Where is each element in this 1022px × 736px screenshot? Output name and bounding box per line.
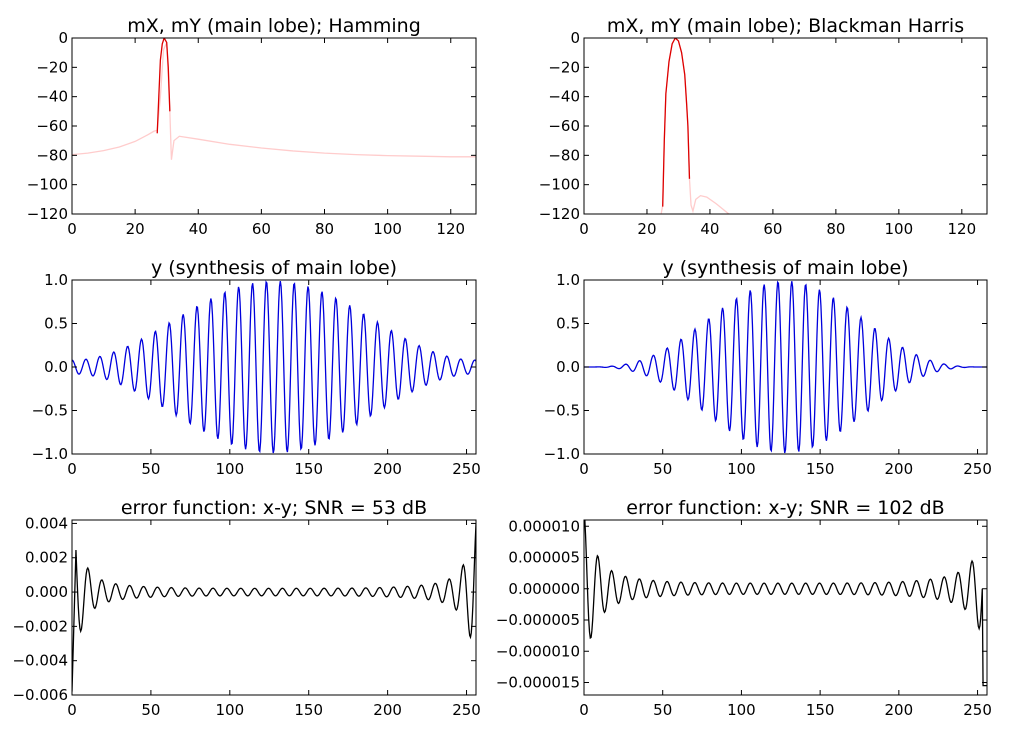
x-tick-label: 50 bbox=[653, 701, 672, 719]
x-tick-label: 80 bbox=[826, 220, 845, 238]
x-tick-label: 200 bbox=[373, 701, 402, 719]
y-tick-label: 0 bbox=[58, 29, 68, 47]
x-tick-label: 120 bbox=[947, 220, 976, 238]
chart-title: mX, mY (main lobe); Hamming bbox=[127, 15, 421, 37]
y-tick-label: −100 bbox=[27, 176, 68, 194]
x-tick-label: 60 bbox=[763, 220, 782, 238]
y-tick-label: −0.000005 bbox=[496, 611, 580, 629]
series-line-1 bbox=[584, 280, 987, 454]
x-tick-label: 100 bbox=[215, 701, 244, 719]
series-line-1 bbox=[72, 523, 476, 692]
series-line-1 bbox=[72, 280, 476, 454]
x-tick-label: 250 bbox=[963, 460, 992, 478]
plot-frame bbox=[583, 37, 988, 215]
chart-title: y (synthesis of main lobe) bbox=[151, 257, 397, 279]
x-tick-label: 60 bbox=[252, 220, 271, 238]
y-tick-label: −60 bbox=[548, 117, 580, 135]
x-tick-label: 200 bbox=[885, 701, 914, 719]
y-tick-label: −1.0 bbox=[32, 445, 68, 463]
chart-6: 0 50 100 150 200 250 0.000010 0.000005 0.000000 −… bbox=[496, 497, 992, 719]
x-tick-label: 20 bbox=[126, 220, 145, 238]
series-line-1 bbox=[72, 42, 476, 160]
chart-2: 0 20 40 60 80 100 120 0 −20 −40 −60 −80 −100 −120 mX, … bbox=[539, 15, 988, 238]
x-tick-label: 150 bbox=[294, 460, 323, 478]
y-tick-label: −0.000010 bbox=[496, 642, 580, 660]
x-tick-label: 150 bbox=[294, 701, 323, 719]
y-tick-label: −60 bbox=[36, 117, 68, 135]
series-line-1 bbox=[660, 38, 730, 214]
y-tick-label: −0.004 bbox=[12, 652, 68, 670]
y-tick-label: 0.002 bbox=[25, 549, 68, 567]
y-tick-label: 0.000010 bbox=[508, 517, 580, 535]
y-tick-label: 1.0 bbox=[44, 271, 68, 289]
y-tick-label: 0.000 bbox=[25, 583, 68, 601]
x-tick-label: 0 bbox=[67, 460, 77, 478]
y-tick-label: −0.5 bbox=[32, 402, 68, 420]
y-tick-label: −80 bbox=[36, 146, 68, 164]
plot-frame bbox=[583, 519, 988, 696]
y-tick-label: −120 bbox=[27, 205, 68, 223]
chart-title: y (synthesis of main lobe) bbox=[662, 257, 908, 279]
x-tick-label: 50 bbox=[141, 460, 160, 478]
y-tick-label: −1.0 bbox=[544, 445, 580, 463]
x-tick-label: 50 bbox=[653, 460, 672, 478]
x-tick-label: 0 bbox=[67, 220, 77, 238]
x-tick-label: 100 bbox=[373, 220, 402, 238]
chart-title: mX, mY (main lobe); Blackman Harris bbox=[607, 15, 964, 37]
y-tick-label: −80 bbox=[548, 146, 580, 164]
y-tick-label: 0.0 bbox=[556, 358, 580, 376]
chart-3: 0 50 100 150 200 250 1.0 0.5 0.0 −0.5 −1.0 y (synth… bbox=[32, 257, 481, 478]
chart-5: 0 50 100 150 200 250 0.004 0.002 0.000 −0.002 −0.0… bbox=[12, 497, 480, 719]
x-tick-label: 100 bbox=[727, 460, 756, 478]
y-tick-label: 0.5 bbox=[556, 315, 580, 333]
y-tick-label: −120 bbox=[539, 205, 580, 223]
plot-frame bbox=[71, 519, 477, 696]
y-tick-label: −0.000015 bbox=[496, 674, 580, 692]
y-tick-label: −20 bbox=[548, 58, 580, 76]
chart-1: 0 20 40 60 80 100 120 0 −20 −40 −60 −80 −100 −120 mX, … bbox=[27, 15, 477, 238]
series-line-2 bbox=[156, 38, 171, 134]
y-tick-label: 0.5 bbox=[44, 315, 68, 333]
x-tick-label: 100 bbox=[215, 460, 244, 478]
x-tick-label: 20 bbox=[637, 220, 656, 238]
y-tick-label: −0.006 bbox=[12, 686, 68, 704]
series-line-1 bbox=[584, 520, 987, 687]
x-tick-label: 40 bbox=[189, 220, 208, 238]
x-tick-label: 80 bbox=[315, 220, 334, 238]
x-tick-label: 0 bbox=[579, 220, 589, 238]
y-tick-label: −20 bbox=[36, 58, 68, 76]
y-tick-label: −100 bbox=[539, 176, 580, 194]
chart-4: 0 50 100 150 200 250 1.0 0.5 0.0 −0.5 −1.0 y (synth… bbox=[544, 257, 992, 478]
x-tick-label: 40 bbox=[700, 220, 719, 238]
y-tick-label: −40 bbox=[36, 88, 68, 106]
plot-frame bbox=[71, 37, 477, 215]
y-tick-label: 1.0 bbox=[556, 271, 580, 289]
y-tick-label: 0.000000 bbox=[508, 580, 580, 598]
x-tick-label: 0 bbox=[579, 460, 589, 478]
x-tick-label: 0 bbox=[67, 701, 77, 719]
x-tick-label: 250 bbox=[452, 701, 481, 719]
series-line-2 bbox=[662, 38, 691, 207]
x-tick-label: 150 bbox=[806, 701, 835, 719]
x-tick-label: 200 bbox=[373, 460, 402, 478]
x-tick-label: 250 bbox=[963, 701, 992, 719]
y-tick-label: 0.000005 bbox=[508, 549, 580, 567]
x-tick-label: 0 bbox=[579, 701, 589, 719]
x-tick-label: 250 bbox=[452, 460, 481, 478]
chart-title: error function: x-y; SNR = 102 dB bbox=[626, 497, 944, 519]
y-tick-label: 0 bbox=[570, 29, 580, 47]
x-tick-label: 200 bbox=[885, 460, 914, 478]
x-tick-label: 100 bbox=[885, 220, 914, 238]
x-tick-label: 50 bbox=[141, 701, 160, 719]
x-tick-label: 150 bbox=[806, 460, 835, 478]
y-tick-label: −0.5 bbox=[544, 402, 580, 420]
y-tick-label: 0.004 bbox=[25, 514, 68, 532]
y-tick-label: −0.002 bbox=[12, 617, 68, 635]
chart-title: error function: x-y; SNR = 53 dB bbox=[121, 497, 427, 519]
x-tick-label: 100 bbox=[727, 701, 756, 719]
y-tick-label: 0.0 bbox=[44, 358, 68, 376]
x-tick-label: 120 bbox=[436, 220, 465, 238]
y-tick-label: −40 bbox=[548, 88, 580, 106]
